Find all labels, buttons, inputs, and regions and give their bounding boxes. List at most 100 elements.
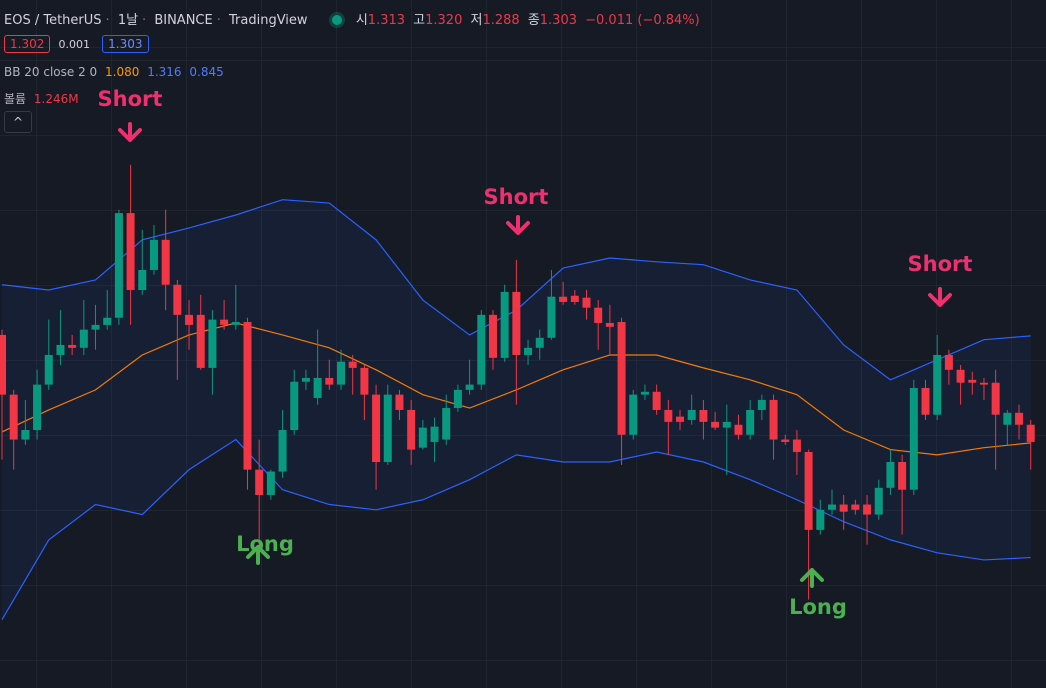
candle-body xyxy=(547,296,556,338)
candle-body xyxy=(68,344,77,348)
ohlc-label: 저 xyxy=(470,13,483,28)
candle-body xyxy=(301,377,310,382)
candle-body xyxy=(360,367,369,395)
arrow xyxy=(800,568,824,588)
candle-body xyxy=(886,462,895,488)
annotation: Long xyxy=(236,532,294,556)
ohlc-label: 종 xyxy=(527,13,540,28)
candle-body xyxy=(220,319,229,325)
candle-body xyxy=(313,377,322,398)
candle-body xyxy=(898,462,907,490)
status-dot xyxy=(331,15,342,25)
candle-body xyxy=(781,439,790,442)
candle-body xyxy=(255,469,264,495)
arrow xyxy=(246,545,270,565)
candle-body xyxy=(33,384,42,430)
ohlc-value: 1.320 xyxy=(425,13,463,28)
candle-body xyxy=(453,389,462,409)
ohlc-value: 1.313 xyxy=(367,13,406,28)
candle-body xyxy=(512,291,521,355)
candle-body xyxy=(430,426,439,442)
candle-body xyxy=(1015,412,1024,425)
candle-body xyxy=(570,295,579,302)
annotation: Short xyxy=(908,252,973,276)
band-lower xyxy=(1,438,1031,620)
candle-body xyxy=(0,334,6,395)
arrow xyxy=(118,122,142,142)
symbol[interactable]: EOS / TetherUS xyxy=(4,13,102,28)
candle-body xyxy=(372,394,381,463)
candle-body xyxy=(863,504,872,515)
arrow xyxy=(928,287,952,307)
candle-body xyxy=(874,487,883,515)
candle-body xyxy=(792,439,801,452)
interval[interactable]: 1날 xyxy=(117,13,139,28)
candle-body xyxy=(535,337,544,348)
candle-body xyxy=(933,354,942,415)
candle-body xyxy=(126,213,135,291)
candle-body xyxy=(418,427,427,448)
volume-name[interactable]: 볼륨 xyxy=(4,92,27,106)
annotation: Long xyxy=(789,595,847,619)
candle-body xyxy=(243,322,252,470)
candle-body xyxy=(114,213,123,318)
candle-body xyxy=(138,269,147,291)
candle-body xyxy=(991,382,1000,415)
indicator-value: 0.845 xyxy=(189,65,224,79)
candle-body xyxy=(921,387,930,415)
indicator-legend: BB 20 close 2 0 1.080 1.316 0.845 xyxy=(4,65,228,79)
candle-body xyxy=(956,369,965,383)
candle-body xyxy=(337,361,346,385)
candle-body xyxy=(968,379,977,383)
candle-body xyxy=(839,504,848,512)
source: TradingView xyxy=(229,13,308,28)
volume-legend: 볼륨 1.246M xyxy=(4,90,83,107)
candle-body xyxy=(559,296,568,302)
exchange: BINANCE xyxy=(154,13,213,28)
candle-body xyxy=(617,322,626,435)
candle-body xyxy=(769,399,778,440)
candle-body xyxy=(488,314,497,358)
quote-bar: 1.302 0.001 1.303 xyxy=(4,35,153,53)
band-fill xyxy=(2,199,1031,620)
candle-body xyxy=(629,394,638,435)
candle-body xyxy=(149,239,158,270)
symbol-bar: EOS / TetherUS · 1날 · BINANCE · TradingView… xyxy=(4,13,700,28)
ask-button[interactable]: 1.303 xyxy=(102,35,149,53)
candle-body xyxy=(944,354,953,370)
candle-body xyxy=(605,322,614,327)
candle-body xyxy=(21,430,30,440)
candle-body xyxy=(173,284,182,315)
collapse-button[interactable]: ^ xyxy=(4,111,32,133)
candle-body xyxy=(91,324,100,330)
candle-body xyxy=(231,322,240,325)
candle-body xyxy=(395,394,404,410)
candle-body xyxy=(348,361,357,368)
candle-body xyxy=(407,409,416,450)
candle-body xyxy=(851,504,860,510)
candle-body xyxy=(582,297,591,308)
candle-body xyxy=(746,409,755,435)
indicator-name[interactable]: BB 20 close 2 0 xyxy=(4,65,98,79)
candle-body xyxy=(524,347,533,355)
candle-body xyxy=(664,409,673,422)
bid-button[interactable]: 1.302 xyxy=(4,35,51,53)
candle-body xyxy=(1003,412,1012,425)
candle-body xyxy=(103,317,112,325)
candle-body xyxy=(44,354,53,385)
indicator-value: 1.080 xyxy=(105,65,140,79)
arrow xyxy=(506,215,530,235)
candle-body xyxy=(9,394,18,440)
ohlc-value: 1.288 xyxy=(482,13,520,28)
candle-body xyxy=(465,384,474,390)
candle-body xyxy=(266,471,275,495)
ohlc-label: 고 xyxy=(413,13,426,28)
candle-body xyxy=(909,387,918,490)
candle-body xyxy=(56,344,65,355)
candle-body xyxy=(816,509,825,530)
candle-body xyxy=(827,504,836,510)
candle-body xyxy=(500,291,509,358)
candle-body xyxy=(442,408,451,440)
candle-body xyxy=(208,319,217,368)
candle-body xyxy=(278,430,287,472)
